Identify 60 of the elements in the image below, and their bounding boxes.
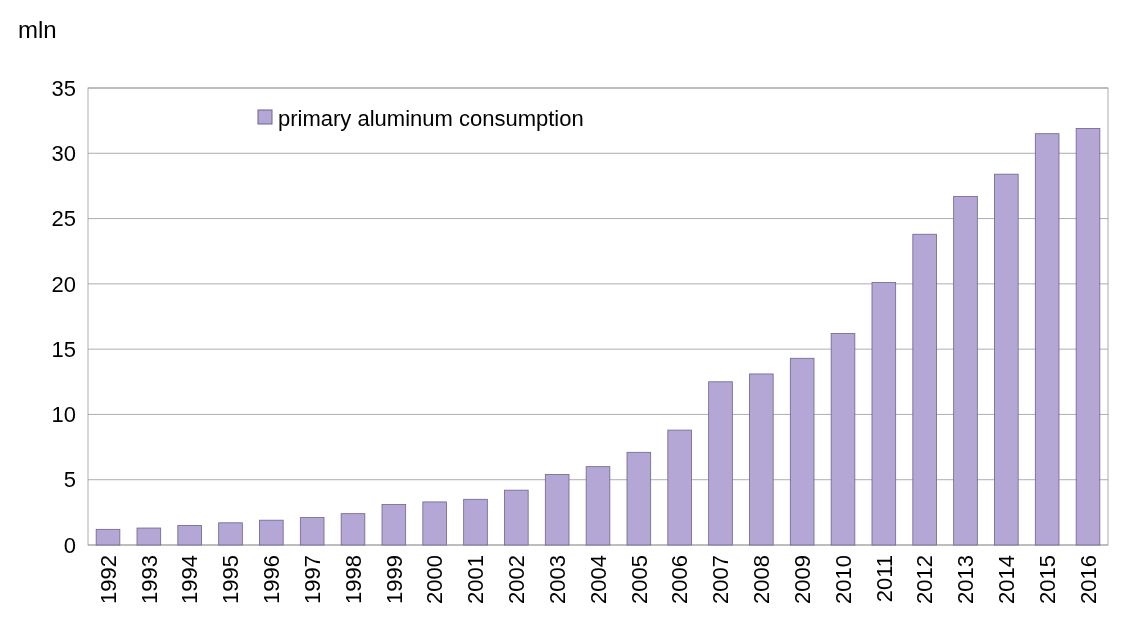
x-tick-label: 2016 (1075, 555, 1101, 604)
x-tick-label: 2001 (463, 555, 489, 604)
x-tick-label: 2004 (585, 555, 611, 604)
y-tick-label: 0 (63, 532, 76, 558)
bar (585, 466, 611, 546)
y-tick-label: 35 (51, 75, 76, 101)
y-tick-label: 15 (51, 336, 76, 362)
bar (218, 522, 243, 546)
bar (259, 519, 284, 546)
bar (994, 173, 1019, 546)
x-tick-label: 2003 (544, 555, 570, 604)
x-tick-label: 1999 (381, 555, 407, 604)
bar (789, 357, 815, 546)
bar (1034, 133, 1060, 546)
bar (626, 451, 652, 546)
x-tick-label: 2008 (749, 555, 775, 604)
x-tick-label: 1997 (299, 555, 325, 604)
bar (340, 513, 366, 546)
x-tick-label: 1992 (95, 555, 121, 604)
x-tick-label: 2011 (871, 555, 897, 603)
bar (708, 381, 733, 546)
x-tick-label: 2002 (504, 555, 530, 604)
x-tick-label: 1995 (218, 555, 244, 604)
y-axis-title: mln (18, 16, 57, 43)
bar (953, 195, 978, 546)
bar (381, 504, 407, 546)
x-tick-label: 2009 (789, 555, 815, 604)
bar (1075, 128, 1101, 546)
bar (504, 489, 529, 546)
bar (749, 373, 774, 546)
x-tick-label: 1996 (259, 555, 285, 604)
x-tick-label: 2014 (994, 555, 1020, 604)
bar (667, 429, 692, 546)
x-tick-label: 2015 (1034, 555, 1060, 604)
bar (422, 501, 447, 546)
x-tick-label: 1994 (177, 555, 203, 604)
bar (177, 525, 202, 546)
bar (912, 233, 937, 546)
x-tick-label: 2006 (667, 555, 693, 604)
bar (871, 282, 897, 546)
x-tick-label: 1993 (136, 555, 162, 604)
x-tick-label: 2007 (708, 555, 734, 604)
bar (544, 474, 570, 546)
bar (299, 517, 325, 546)
bar (830, 333, 856, 546)
x-tick-label: 2010 (830, 555, 856, 604)
bar (95, 528, 121, 546)
bar (136, 527, 162, 546)
bar (463, 498, 488, 546)
y-tick-label: 25 (51, 206, 76, 232)
x-tick-label: 2000 (422, 555, 448, 604)
x-tick-label: 1998 (340, 555, 366, 604)
x-tick-label: 2012 (912, 555, 938, 604)
y-tick-label: 20 (51, 271, 76, 297)
y-tick-label: 5 (63, 467, 76, 493)
y-tick-label: 30 (51, 140, 76, 166)
x-tick-label: 2005 (626, 555, 652, 604)
legend-label: primary aluminum consumption (278, 105, 584, 131)
x-tick-label: 2013 (953, 555, 979, 604)
y-tick-label: 10 (51, 402, 76, 428)
